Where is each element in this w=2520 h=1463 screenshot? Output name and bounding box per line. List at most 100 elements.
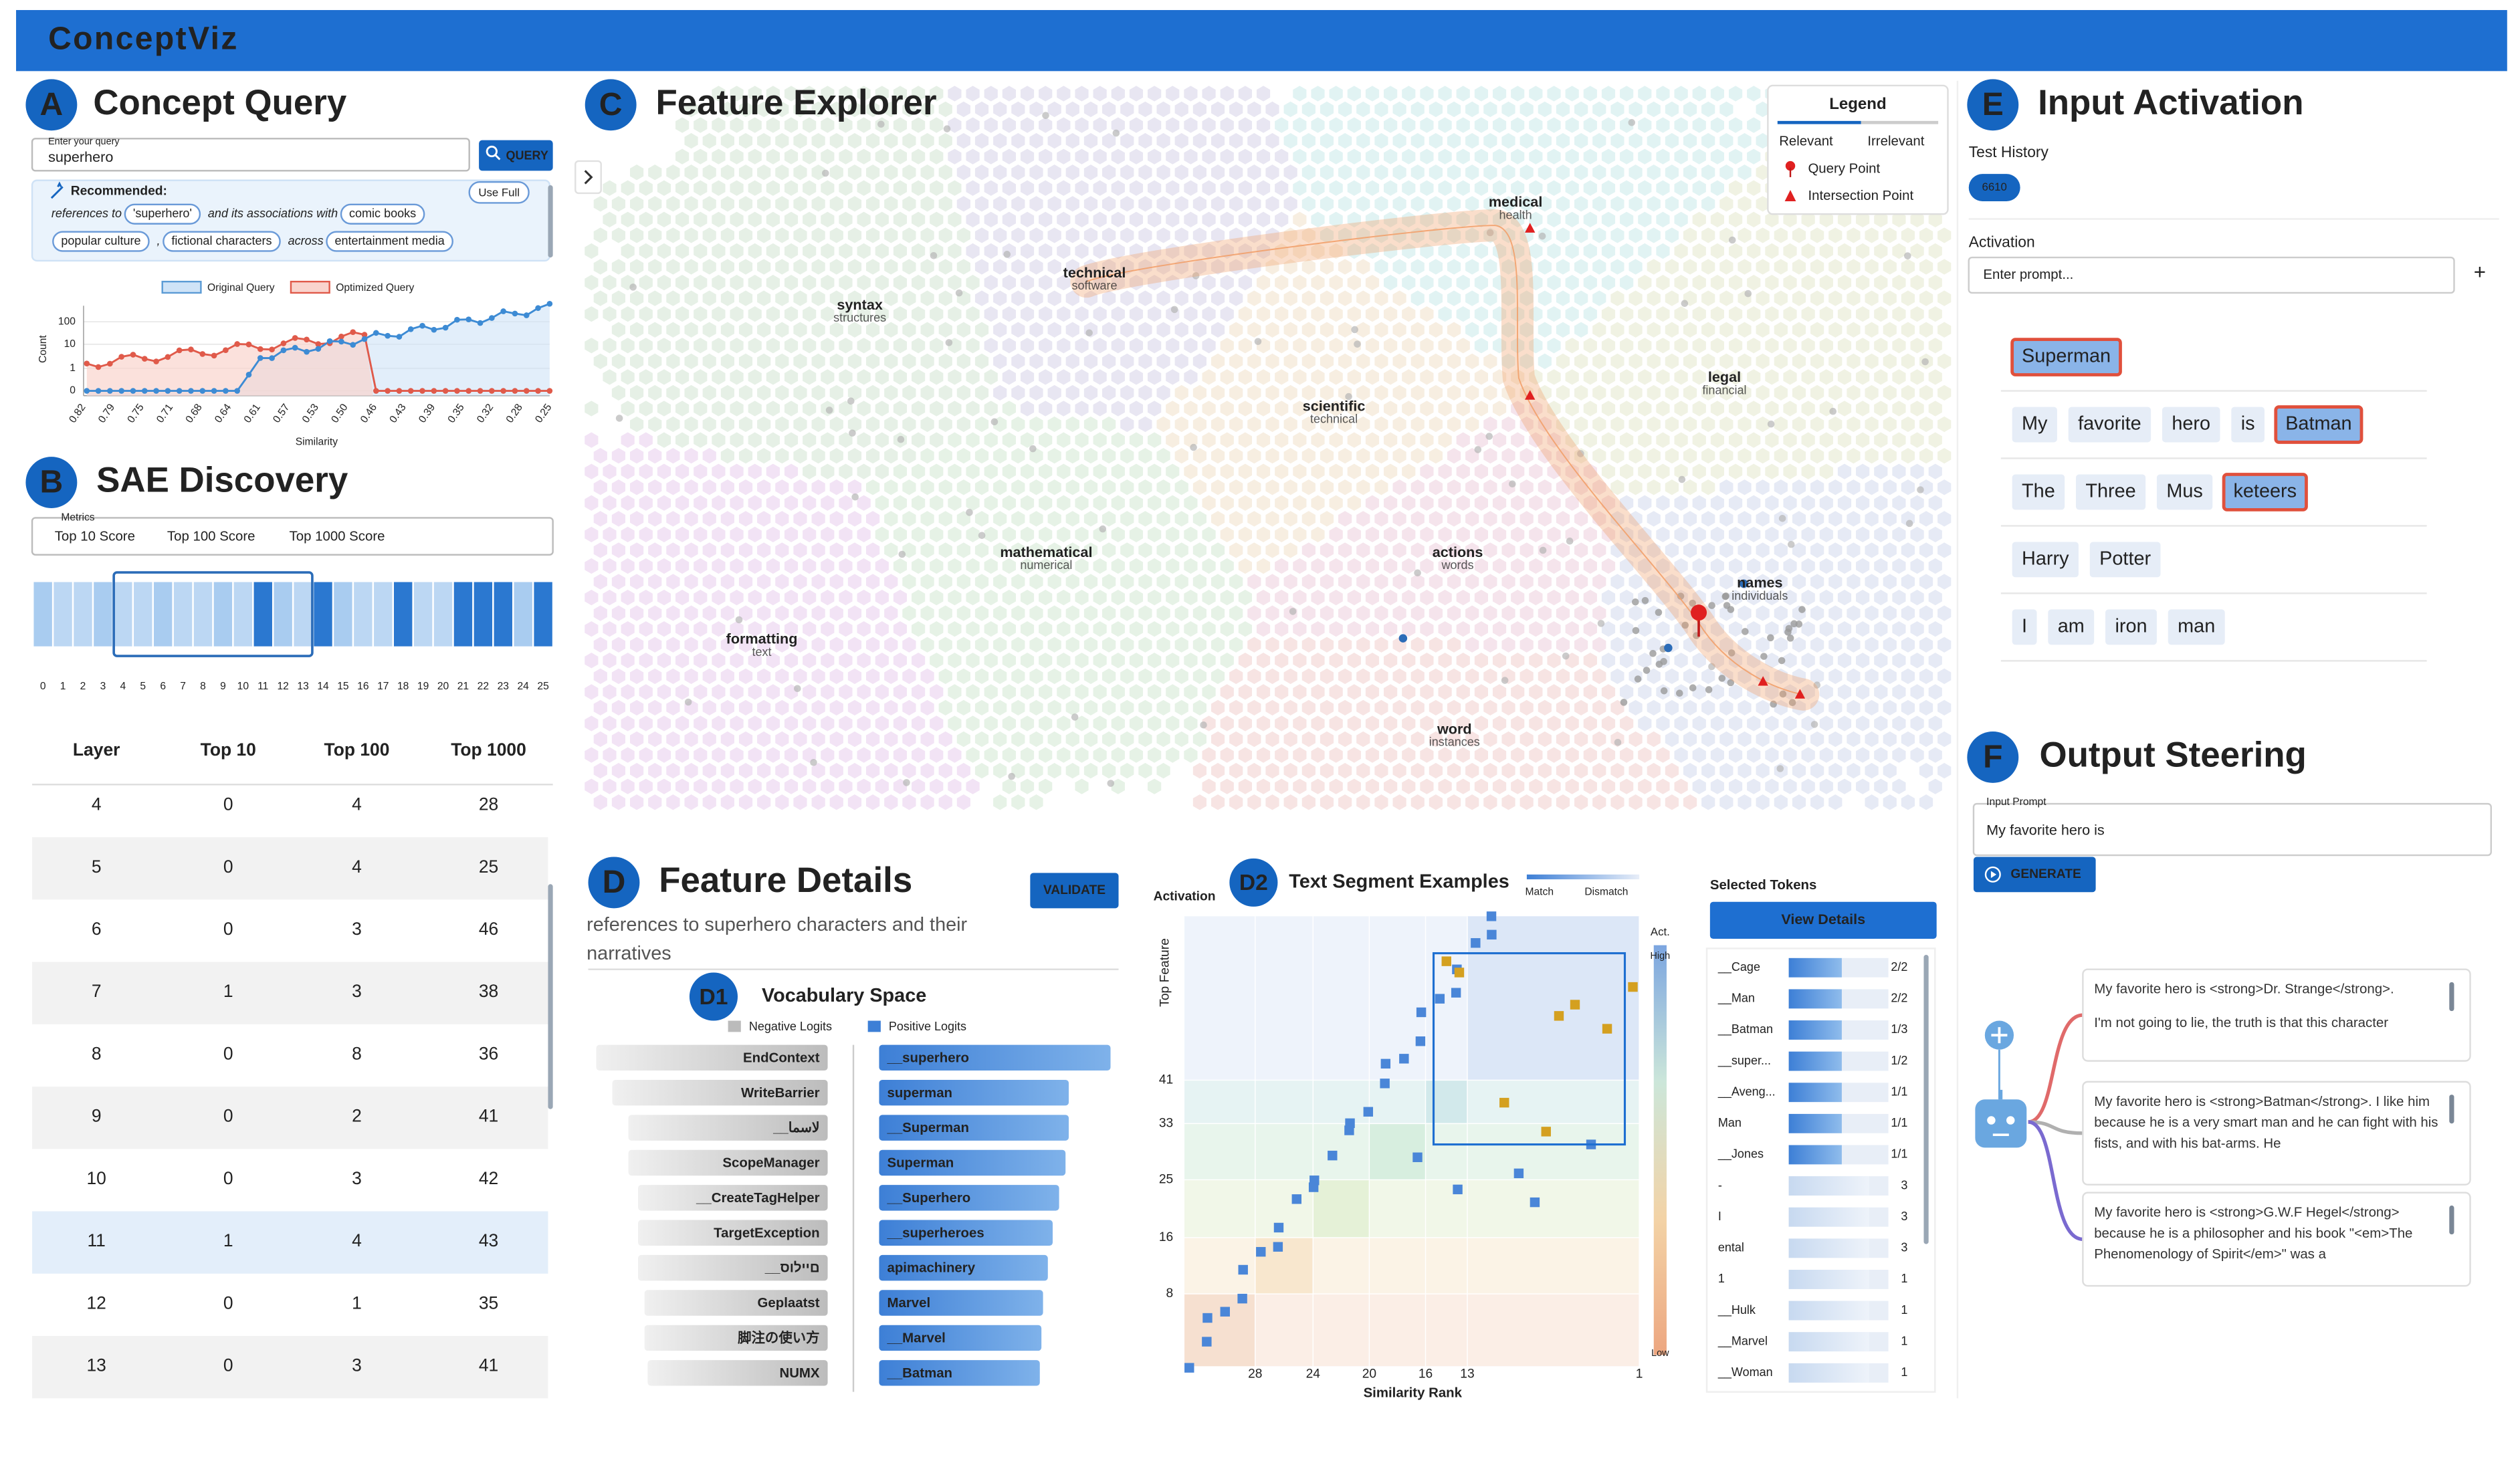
token-name[interactable]: __Cage	[1717, 960, 1760, 974]
token-text[interactable]: iron	[2115, 615, 2147, 637]
button-label[interactable]: Use Full	[478, 186, 520, 199]
layer-cell[interactable]	[374, 582, 393, 647]
token-box[interactable]	[2222, 473, 2308, 512]
token-name[interactable]: __Hulk	[1717, 1303, 1756, 1317]
token-text[interactable]: Superman	[2022, 346, 2111, 367]
token-box[interactable]	[2075, 474, 2146, 510]
token-name[interactable]: I	[1718, 1210, 1721, 1223]
token-box[interactable]	[2231, 407, 2265, 443]
token-box[interactable]	[2168, 609, 2225, 645]
layer-cell[interactable]	[94, 582, 112, 647]
layer-cell[interactable]	[253, 582, 272, 647]
layer-cell[interactable]	[534, 582, 552, 647]
layer-cell[interactable]	[314, 582, 332, 647]
token-box[interactable]	[2010, 338, 2122, 376]
token-text[interactable]: Mus	[2166, 481, 2202, 502]
token-box[interactable]	[2068, 407, 2151, 443]
button-label[interactable]: VALIDATE	[1043, 883, 1106, 897]
token-name[interactable]: __Batman	[1717, 1022, 1773, 1036]
token-name[interactable]: __super...	[1717, 1054, 1771, 1068]
layer-cell[interactable]	[193, 582, 213, 647]
metric-tab[interactable]: Top 1000 Score	[290, 530, 385, 544]
token-text[interactable]: My	[2022, 413, 2048, 435]
layer-cell[interactable]	[173, 582, 193, 647]
button-label[interactable]: QUERY	[506, 148, 548, 162]
token-box[interactable]	[2012, 474, 2065, 510]
token-name[interactable]: __Aveng...	[1717, 1085, 1776, 1099]
layer-cell[interactable]	[153, 582, 173, 647]
layer-cell[interactable]	[233, 582, 253, 647]
token-name[interactable]: __Marvel	[1717, 1334, 1768, 1348]
metric-tab[interactable]: Top 100 Score	[167, 530, 255, 544]
token-name[interactable]: ental	[1718, 1241, 1744, 1254]
layer-cell[interactable]	[433, 582, 453, 647]
prompt-box[interactable]	[1972, 802, 2492, 857]
hex-cell	[1528, 368, 1544, 386]
layer-cell[interactable]	[494, 582, 512, 647]
token-text[interactable]: Three	[2085, 481, 2135, 502]
token-name[interactable]: Man	[1718, 1116, 1742, 1129]
token-box[interactable]	[2105, 609, 2157, 645]
token-box[interactable]	[2012, 609, 2037, 645]
chip-label[interactable]: 6610	[1982, 181, 2006, 193]
token-text[interactable]: The	[2022, 481, 2055, 502]
prompt-input[interactable]	[1968, 256, 2455, 294]
layer-cell[interactable]	[474, 582, 493, 647]
hex-cell	[1855, 242, 1871, 260]
token-box[interactable]	[2012, 542, 2079, 578]
history-chip[interactable]	[1968, 174, 2020, 201]
hex-cell	[1482, 541, 1498, 560]
token-box[interactable]	[2162, 407, 2220, 443]
layer-cell[interactable]	[274, 582, 292, 647]
token-text[interactable]: Batman	[2285, 413, 2351, 435]
layer-cell[interactable]	[33, 582, 52, 647]
layer-cell[interactable]	[213, 582, 233, 647]
token-name[interactable]: __Man	[1717, 992, 1755, 1006]
token-name[interactable]: -	[1718, 1178, 1722, 1192]
button-label[interactable]: GENERATE	[2010, 867, 2081, 881]
legend-option[interactable]: Relevant	[1779, 134, 1833, 148]
token-text[interactable]: hero	[2172, 413, 2210, 435]
hex-cell	[1873, 431, 1889, 449]
layer-cell[interactable]	[354, 582, 373, 647]
token-name[interactable]: __Jones	[1717, 1147, 1764, 1161]
token-box[interactable]	[2156, 474, 2213, 510]
use-full-button[interactable]	[468, 181, 530, 204]
token-text[interactable]: keteers	[2233, 481, 2297, 502]
generate-button[interactable]	[1973, 857, 2096, 893]
token-box[interactable]	[2048, 609, 2095, 645]
token-text[interactable]: I	[2022, 615, 2027, 637]
query-button[interactable]	[479, 140, 553, 171]
token-box[interactable]	[2012, 407, 2057, 443]
token-box[interactable]	[2274, 405, 2364, 444]
hex-cell	[1564, 493, 1580, 512]
collapse-button[interactable]	[574, 160, 602, 195]
token-text[interactable]: am	[2058, 615, 2085, 637]
token-text[interactable]: man	[2178, 615, 2215, 637]
layer-cell[interactable]	[453, 582, 473, 647]
layer-cell[interactable]	[134, 582, 152, 647]
layer-cell[interactable]	[54, 582, 72, 647]
token-text[interactable]: favorite	[2078, 413, 2141, 435]
legend-option[interactable]: Irrelevant	[1867, 134, 1924, 148]
layer-cell[interactable]	[294, 582, 312, 647]
token-text[interactable]: Harry	[2022, 548, 2069, 569]
view-details-button[interactable]	[1709, 901, 1937, 939]
layer-cell[interactable]	[334, 582, 352, 647]
validate-button[interactable]	[1030, 873, 1119, 909]
token-name[interactable]: __Woman	[1717, 1365, 1773, 1379]
layer-cell[interactable]	[413, 582, 433, 647]
layer-cell[interactable]	[114, 582, 132, 647]
token-box[interactable]	[2089, 542, 2161, 578]
button-label[interactable]: View Details	[1781, 911, 1865, 927]
layer-cell[interactable]	[514, 582, 532, 647]
add-button[interactable]: +	[2474, 260, 2486, 284]
layer-cell[interactable]	[393, 582, 413, 647]
hex-cell	[847, 100, 863, 118]
token-name[interactable]: 1	[1718, 1272, 1725, 1285]
query-input[interactable]	[31, 138, 470, 172]
token-text[interactable]: is	[2241, 413, 2255, 435]
metric-tab[interactable]: Top 10 Score	[55, 530, 135, 544]
layer-cell[interactable]	[74, 582, 92, 647]
token-text[interactable]: Potter	[2099, 548, 2151, 569]
